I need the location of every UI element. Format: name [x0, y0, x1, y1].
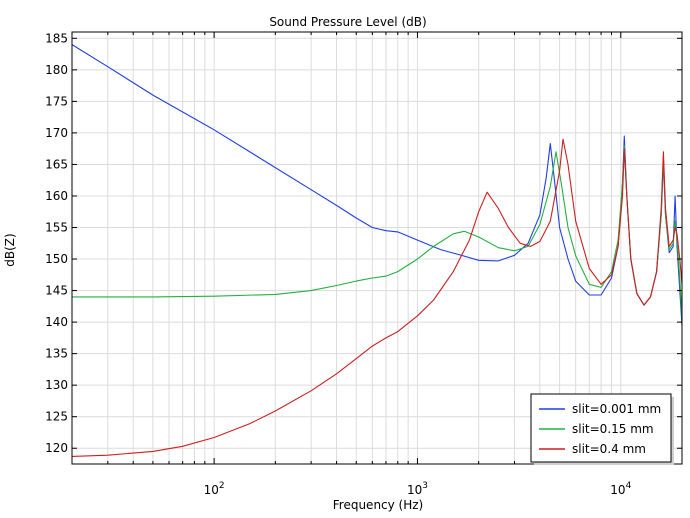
series-layer [71, 44, 683, 457]
y-tick-label: 135 [45, 347, 68, 361]
y-tick-label: 155 [45, 221, 68, 235]
y-tick-label: 175 [45, 94, 68, 108]
y-tick-label: 160 [45, 189, 68, 203]
series-line-1 [71, 44, 683, 326]
grid [71, 32, 683, 464]
x-tick-labels: 102 103 104 [204, 481, 632, 497]
y-tick-label: 165 [45, 157, 68, 171]
x-tick-label: 103 [407, 481, 428, 497]
legend-label-2: slit=0.15 mm [572, 422, 654, 436]
y-tick-label: 145 [45, 284, 68, 298]
y-tick-label: 130 [45, 378, 68, 392]
y-tick-label: 180 [45, 63, 68, 77]
y-tick-label: 125 [45, 410, 68, 424]
x-tick-label: 104 [610, 481, 631, 497]
y-tick-labels: 120 125 130 135 140 145 150 155 160 165 170 175 180 1… [45, 31, 68, 455]
legend: slit=0.001 mm slit=0.15 mm slit=0.4 mm [530, 393, 674, 465]
chart-title: Sound Pressure Level (dB) [269, 15, 426, 29]
y-axis-label: dB(Z) [3, 233, 17, 266]
legend-box [530, 393, 672, 463]
y-tick-label: 170 [45, 126, 68, 140]
y-tick-label: 185 [45, 31, 68, 45]
x-axis-label: Frequency (Hz) [333, 498, 424, 512]
series-line-3 [71, 138, 683, 457]
y-tick-label: 150 [45, 252, 68, 266]
x-tick-label: 102 [204, 481, 225, 497]
legend-label-1: slit=0.001 mm [572, 402, 661, 416]
y-tick-label: 120 [45, 441, 68, 455]
series-line-2 [72, 144, 683, 319]
legend-items: slit=0.001 mm slit=0.15 mm slit=0.4 mm [539, 402, 661, 456]
plot-frame [71, 31, 683, 465]
legend-label-3: slit=0.4 mm [572, 442, 646, 456]
y-tick-label: 140 [45, 315, 68, 329]
